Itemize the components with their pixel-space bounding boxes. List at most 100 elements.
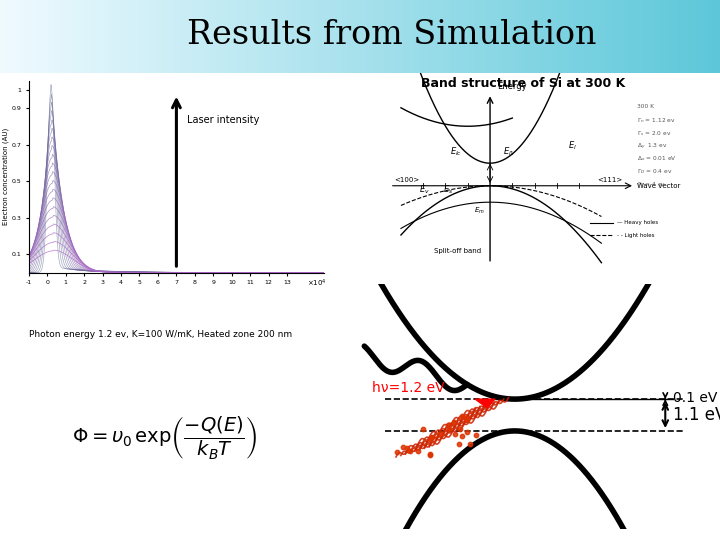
Bar (538, 0, 541, 73)
Bar (684, 0, 687, 73)
Bar (67, 0, 71, 73)
Bar (662, 0, 665, 73)
Point (442, 421, 454, 429)
Bar (149, 0, 152, 73)
Bar (180, 0, 183, 73)
Bar (653, 0, 656, 73)
Bar (636, 0, 639, 73)
Bar (384, 0, 387, 73)
Text: $E_{l1}$: $E_{l1}$ (503, 146, 516, 158)
Bar (562, 0, 564, 73)
Text: Results from Simulation: Results from Simulation (187, 19, 597, 51)
Bar (254, 0, 258, 73)
Text: $\times 10^4$: $\times 10^4$ (307, 278, 327, 288)
Bar (387, 0, 390, 73)
Bar (617, 0, 620, 73)
Bar (593, 0, 596, 73)
Point (456, 411, 467, 420)
Bar (708, 0, 711, 73)
Bar (410, 0, 413, 73)
Bar (307, 0, 310, 73)
Bar (473, 0, 476, 73)
Bar (590, 0, 593, 73)
Bar (281, 0, 284, 73)
Point (449, 430, 460, 439)
Bar (377, 0, 380, 73)
Bar (163, 0, 166, 73)
Bar (513, 0, 517, 73)
Bar (660, 0, 663, 73)
Bar (302, 0, 305, 73)
Point (461, 414, 472, 422)
Bar (127, 0, 130, 73)
Bar (96, 0, 99, 73)
Bar (286, 0, 289, 73)
Bar (672, 0, 675, 73)
Bar (204, 0, 207, 73)
Bar (257, 0, 260, 73)
Bar (499, 0, 503, 73)
Bar (29, 0, 32, 73)
Bar (209, 0, 212, 73)
Bar (425, 0, 428, 73)
Bar (70, 0, 73, 73)
Bar (158, 0, 161, 73)
Bar (94, 0, 96, 73)
Bar (588, 0, 591, 73)
Bar (79, 0, 82, 73)
Bar (19, 0, 22, 73)
Bar (223, 0, 226, 73)
Bar (81, 0, 85, 73)
Bar (367, 0, 370, 73)
Text: Split-off band: Split-off band (434, 248, 482, 254)
Text: Photon energy 1.2 ev, K=100 W/mK, Heated zone 200 nm: Photon energy 1.2 ev, K=100 W/mK, Heated… (29, 330, 292, 339)
Bar (36, 0, 39, 73)
Bar (113, 0, 116, 73)
Bar (374, 0, 377, 73)
Bar (648, 0, 651, 73)
Bar (698, 0, 701, 73)
Bar (677, 0, 680, 73)
Bar (459, 0, 462, 73)
Bar (14, 0, 17, 73)
Bar (430, 0, 433, 73)
Bar (432, 0, 435, 73)
Bar (639, 0, 642, 73)
Bar (389, 0, 392, 73)
Text: $\Phi = \upsilon_0\,\exp\!\left(\dfrac{-Q(E)}{k_B T}\right)$: $\Phi = \upsilon_0\,\exp\!\left(\dfrac{-… (72, 414, 257, 461)
Point (427, 433, 438, 442)
Bar (549, 0, 553, 73)
Bar (266, 0, 269, 73)
Bar (619, 0, 622, 73)
Bar (137, 0, 140, 73)
Bar (197, 0, 200, 73)
Bar (329, 0, 332, 73)
Bar (310, 0, 312, 73)
Bar (34, 0, 37, 73)
Bar (718, 0, 720, 73)
Text: $\Delta_x$ = 0.01 eV: $\Delta_x$ = 0.01 eV (637, 154, 677, 164)
Bar (382, 0, 384, 73)
Bar (715, 0, 719, 73)
Bar (434, 0, 438, 73)
Bar (655, 0, 658, 73)
Text: 300 K: 300 K (637, 104, 654, 109)
Bar (38, 0, 42, 73)
Bar (413, 0, 416, 73)
Bar (578, 0, 582, 73)
Bar (531, 0, 534, 73)
Bar (65, 0, 68, 73)
Text: Band structure of Si at 300 K: Band structure of Si at 300 K (421, 77, 626, 90)
Bar (132, 0, 135, 73)
Bar (240, 0, 243, 73)
Text: - - Light holes: - - Light holes (617, 233, 654, 238)
Bar (31, 0, 35, 73)
Bar (259, 0, 262, 73)
Bar (22, 0, 24, 73)
Bar (72, 0, 75, 73)
Bar (401, 0, 404, 73)
Bar (369, 0, 373, 73)
Bar (48, 0, 51, 73)
Text: $\Gamma_n$ = 1.12 ev: $\Gamma_n$ = 1.12 ev (637, 117, 675, 125)
Bar (238, 0, 240, 73)
